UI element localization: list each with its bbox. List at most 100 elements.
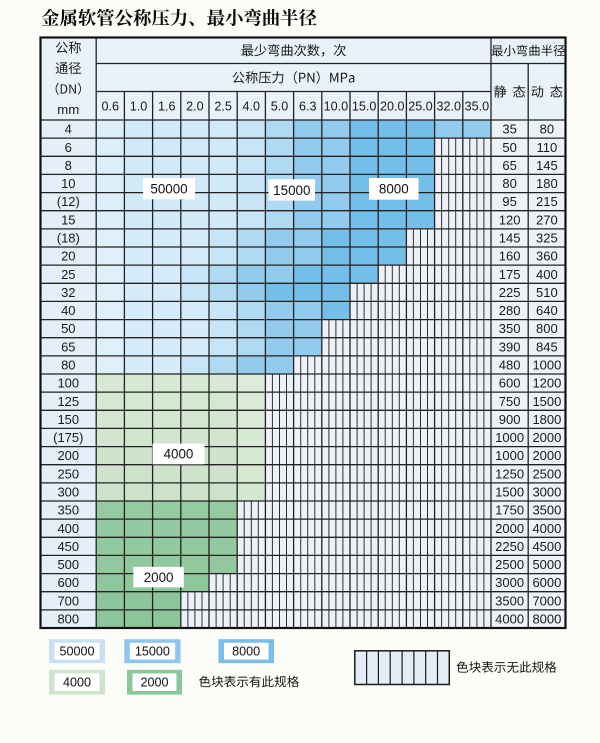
svg-text:15000: 15000	[135, 645, 170, 659]
svg-text:25: 25	[61, 267, 75, 282]
svg-text:3000: 3000	[495, 575, 524, 590]
svg-text:35.0: 35.0	[465, 99, 490, 113]
svg-text:8000: 8000	[379, 182, 409, 197]
svg-text:2000: 2000	[495, 521, 524, 536]
svg-text:(175): (175)	[53, 430, 83, 445]
svg-text:mm: mm	[57, 102, 79, 117]
svg-text:6.3: 6.3	[299, 99, 317, 113]
svg-text:215: 215	[536, 194, 558, 209]
svg-text:325: 325	[536, 231, 558, 246]
svg-text:32.0: 32.0	[436, 99, 461, 113]
svg-text:800: 800	[536, 321, 558, 336]
svg-text:3000: 3000	[532, 485, 561, 500]
svg-text:1.6: 1.6	[158, 99, 176, 113]
svg-text:2250: 2250	[495, 539, 524, 554]
svg-text:8: 8	[65, 158, 72, 173]
svg-text:7000: 7000	[532, 593, 561, 608]
svg-text:20: 20	[61, 249, 75, 264]
svg-text:1000: 1000	[495, 430, 524, 445]
svg-text:2.5: 2.5	[214, 99, 232, 113]
svg-text:15000: 15000	[273, 183, 310, 198]
svg-text:2000: 2000	[532, 448, 561, 463]
svg-text:450: 450	[57, 539, 79, 554]
svg-text:4.0: 4.0	[243, 99, 261, 113]
svg-text:6: 6	[65, 140, 72, 155]
svg-text:2000: 2000	[144, 570, 174, 585]
svg-text:50: 50	[502, 140, 516, 155]
svg-text:390: 390	[499, 339, 521, 354]
svg-text:25.0: 25.0	[408, 99, 433, 113]
svg-text:500: 500	[57, 557, 79, 572]
svg-text:4500: 4500	[532, 539, 561, 554]
svg-text:160: 160	[499, 249, 521, 264]
svg-text:600: 600	[57, 575, 79, 590]
svg-text:845: 845	[536, 339, 558, 354]
svg-text:1500: 1500	[532, 394, 561, 409]
svg-text:80: 80	[540, 122, 554, 137]
svg-text:125: 125	[57, 394, 79, 409]
svg-text:4000: 4000	[532, 521, 561, 536]
svg-text:145: 145	[536, 158, 558, 173]
svg-text:180: 180	[536, 176, 558, 191]
svg-text:175: 175	[499, 267, 521, 282]
svg-text:2500: 2500	[495, 557, 524, 572]
svg-text:510: 510	[536, 285, 558, 300]
svg-text:360: 360	[536, 249, 558, 264]
svg-text:800: 800	[57, 612, 79, 627]
svg-text:640: 640	[536, 303, 558, 318]
svg-text:32: 32	[61, 285, 75, 300]
svg-text:4: 4	[65, 122, 72, 137]
svg-text:10: 10	[61, 176, 75, 191]
svg-text:8000: 8000	[232, 645, 260, 659]
svg-text:40: 40	[61, 303, 75, 318]
svg-text:120: 120	[499, 212, 521, 227]
svg-text:100: 100	[57, 376, 79, 391]
svg-text:4000: 4000	[63, 676, 91, 690]
svg-text:20.0: 20.0	[380, 99, 405, 113]
svg-text:1500: 1500	[495, 485, 524, 500]
svg-text:4000: 4000	[495, 612, 524, 627]
svg-text:10.0: 10.0	[324, 99, 349, 113]
svg-text:1250: 1250	[495, 466, 524, 481]
svg-text:50000: 50000	[150, 182, 187, 197]
svg-text:50: 50	[61, 321, 75, 336]
svg-text:400: 400	[57, 521, 79, 536]
svg-text:225: 225	[499, 285, 521, 300]
svg-text:4000: 4000	[164, 447, 194, 462]
svg-text:80: 80	[61, 358, 75, 373]
svg-text:3500: 3500	[532, 503, 561, 518]
svg-text:(12): (12)	[57, 194, 80, 209]
svg-text:2.0: 2.0	[186, 99, 204, 113]
svg-text:1000: 1000	[495, 448, 524, 463]
svg-text:(18): (18)	[57, 231, 80, 246]
svg-text:3500: 3500	[495, 593, 524, 608]
svg-text:900: 900	[499, 412, 521, 427]
svg-text:2000: 2000	[532, 430, 561, 445]
svg-text:280: 280	[499, 303, 521, 318]
svg-text:350: 350	[57, 503, 79, 518]
svg-text:250: 250	[57, 466, 79, 481]
svg-text:2000: 2000	[140, 676, 168, 690]
svg-text:150: 150	[57, 412, 79, 427]
svg-text:8000: 8000	[532, 612, 561, 627]
svg-text:80: 80	[502, 176, 516, 191]
svg-text:65: 65	[502, 158, 516, 173]
svg-text:700: 700	[57, 593, 79, 608]
svg-text:2500: 2500	[532, 466, 561, 481]
svg-text:1.0: 1.0	[130, 99, 148, 113]
svg-text:1200: 1200	[532, 376, 561, 391]
svg-text:110: 110	[537, 140, 558, 155]
svg-text:350: 350	[499, 321, 521, 336]
svg-text:750: 750	[499, 394, 521, 409]
svg-text:1750: 1750	[495, 503, 524, 518]
svg-text:35: 35	[502, 122, 516, 137]
svg-text:400: 400	[536, 267, 558, 282]
svg-text:50000: 50000	[59, 645, 94, 659]
svg-text:5000: 5000	[532, 557, 561, 572]
svg-text:65: 65	[61, 339, 75, 354]
svg-text:480: 480	[499, 358, 521, 373]
svg-text:15.0: 15.0	[352, 99, 377, 113]
svg-text:600: 600	[499, 376, 521, 391]
svg-text:0.6: 0.6	[102, 99, 120, 113]
svg-text:6000: 6000	[532, 575, 561, 590]
